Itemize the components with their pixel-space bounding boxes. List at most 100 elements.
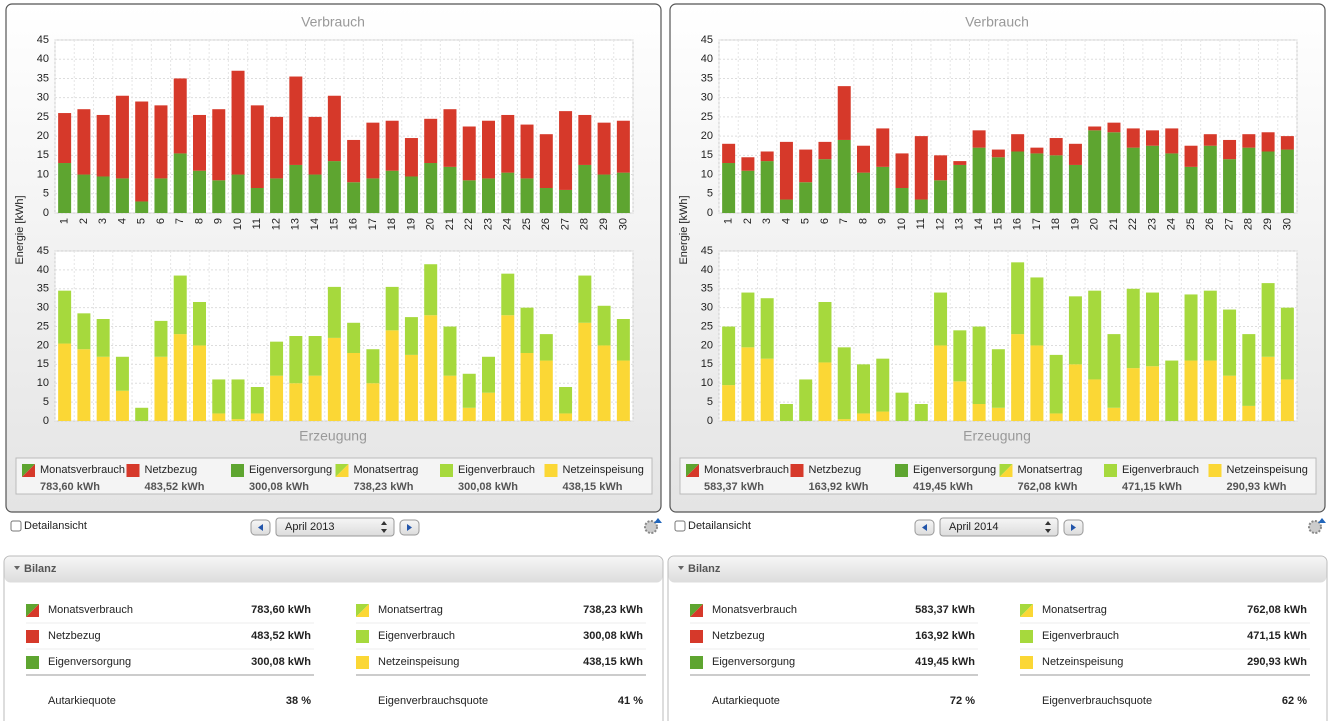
y-tick-label: 25	[701, 111, 713, 123]
legend-label: Monatsverbrauch	[40, 464, 125, 476]
chart-title: Verbrauch	[301, 14, 365, 30]
bilanz-value: 483,52 kWh	[251, 630, 311, 642]
bar-segment	[616, 172, 630, 213]
bar-segment	[327, 337, 341, 421]
bar-segment	[1030, 153, 1044, 213]
bar-segment	[231, 174, 245, 213]
bilanz-value: 471,15 kWh	[1247, 630, 1307, 642]
x-tick-label: 17	[367, 218, 379, 230]
bilanz-value: 783,60 kWh	[251, 604, 311, 616]
y-tick-label: 0	[707, 207, 713, 219]
y-tick-label: 10	[37, 377, 49, 389]
bar-segment	[1049, 354, 1063, 414]
bar-segment	[837, 139, 851, 213]
bar-segment	[77, 313, 91, 350]
next-arrow	[407, 524, 412, 531]
x-tick-label: 16	[348, 218, 360, 230]
y-tick-label: 25	[37, 320, 49, 332]
bar-segment	[462, 407, 476, 421]
bar-segment	[953, 381, 967, 421]
legend-value: 290,93 kWh	[1227, 481, 1287, 493]
bilanz-header[interactable]	[4, 556, 663, 583]
bar-segment	[953, 161, 967, 165]
legend-icon	[356, 630, 369, 643]
chart-title: Verbrauch	[965, 14, 1029, 30]
bar-segment	[193, 114, 206, 171]
bar-segment	[58, 290, 72, 344]
bar-segment	[1088, 379, 1102, 421]
bar-segment	[934, 180, 948, 213]
bar-segment	[559, 387, 573, 414]
settings-icon[interactable]	[1308, 520, 1322, 534]
bar-segment	[1049, 155, 1063, 213]
detail-checkbox[interactable]	[674, 520, 686, 532]
bar-segment	[366, 178, 380, 213]
bar-segment	[173, 78, 187, 154]
bar-segment	[799, 182, 813, 213]
x-tick-label: 7	[838, 218, 850, 224]
legend-label: Monatsertrag	[354, 464, 419, 476]
bilanz-label: Netzeinspeisung	[378, 656, 459, 668]
bar-segment	[1184, 145, 1198, 167]
bar-segment	[501, 114, 515, 173]
bar-segment	[1223, 375, 1237, 421]
x-tick-label: 12	[934, 218, 946, 230]
bar-segment	[250, 413, 264, 421]
bar-segment	[424, 118, 438, 164]
bar-segment	[722, 163, 736, 213]
x-tick-label: 12	[270, 218, 282, 230]
bar-segment	[482, 178, 495, 213]
bar-segment	[1126, 147, 1140, 213]
month-select[interactable]	[939, 517, 1059, 537]
bar-segment	[1146, 292, 1159, 367]
bar-segment	[779, 404, 793, 421]
bar-segment	[1261, 283, 1275, 357]
x-tick-label: 1	[723, 218, 735, 224]
bar-segment	[597, 345, 611, 421]
legend-icon	[440, 464, 453, 477]
bar-segment	[991, 349, 1005, 408]
y-tick-label: 5	[43, 188, 49, 200]
bar-segment	[327, 286, 341, 338]
bar-segment	[154, 178, 168, 213]
bar-segment	[96, 319, 110, 357]
x-tick-label: 30	[617, 218, 629, 230]
y-tick-label: 35	[701, 72, 713, 84]
legend-label: Eigenverbrauch	[1122, 464, 1199, 476]
bar-segment	[1203, 360, 1217, 421]
settings-icon[interactable]	[644, 520, 658, 534]
y-tick-label: 45	[37, 34, 49, 46]
y-tick-label: 25	[701, 320, 713, 332]
y-tick-label: 10	[701, 377, 713, 389]
x-tick-label: 9	[213, 218, 225, 224]
y-tick-label: 40	[701, 53, 713, 65]
bar-segment	[58, 343, 72, 421]
x-tick-label: 16	[1012, 218, 1024, 230]
bar-segment	[934, 292, 948, 346]
detail-checkbox[interactable]	[10, 520, 22, 532]
bar-segment	[597, 305, 611, 346]
bar-segment	[327, 161, 341, 213]
month-select[interactable]	[275, 517, 395, 537]
x-tick-label: 3	[97, 218, 109, 224]
bar-segment	[1068, 164, 1082, 213]
bar-segment	[760, 358, 774, 421]
bar-segment	[424, 315, 438, 421]
bar-segment	[972, 130, 986, 148]
bar-segment	[539, 334, 553, 361]
legend-icon	[26, 604, 39, 617]
bilanz-header[interactable]	[668, 556, 1327, 583]
bar-segment	[115, 356, 129, 391]
month-select-label: April 2014	[949, 521, 999, 533]
x-tick-label: 18	[1050, 218, 1062, 230]
x-tick-label: 23	[1146, 218, 1158, 230]
y-tick-label: 40	[37, 264, 49, 276]
legend-icon	[690, 604, 703, 617]
x-tick-label: 29	[1262, 218, 1274, 230]
bar-segment	[96, 176, 110, 213]
x-tick-label: 26	[1204, 218, 1216, 230]
bilanz-label: Netzbezug	[48, 630, 101, 642]
quota-label: Eigenverbrauchsquote	[1042, 695, 1152, 707]
bar-segment	[779, 141, 793, 200]
